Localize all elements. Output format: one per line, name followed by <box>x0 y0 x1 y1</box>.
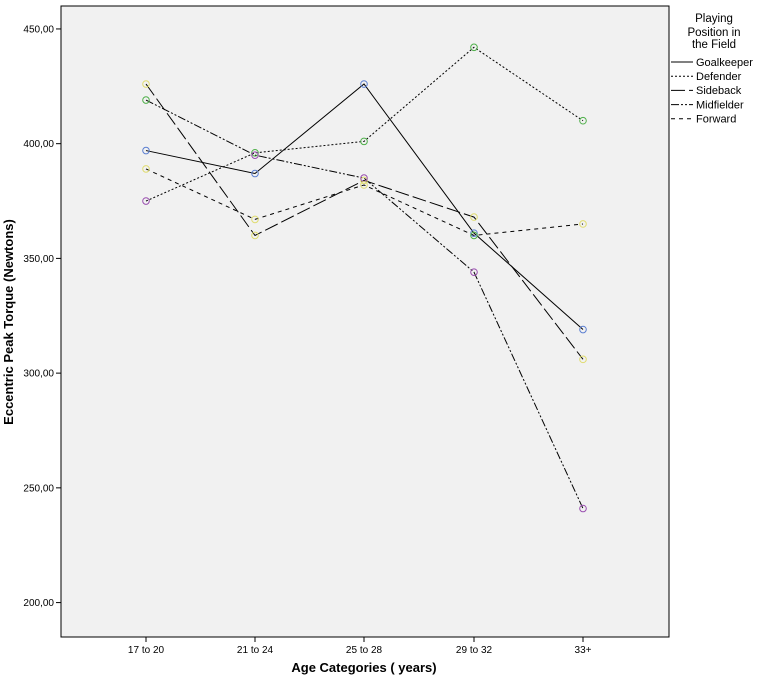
legend-item-label: Forward <box>696 114 736 126</box>
data-point <box>470 213 478 221</box>
data-point <box>579 220 587 228</box>
y-tick-label: 400,00 <box>23 139 54 150</box>
data-point <box>142 96 150 104</box>
series-layer <box>142 43 587 513</box>
data-point <box>579 325 587 334</box>
legend-item-label: Defender <box>696 71 742 83</box>
x-tick-label: 29 to 32 <box>456 645 493 656</box>
y-axis-title: Eccentric Peak Torque (Newtons) <box>1 219 16 425</box>
data-point <box>470 268 478 276</box>
data-point <box>579 116 587 125</box>
data-point <box>142 197 150 205</box>
data-point <box>470 229 478 237</box>
legend: Playing Position in the Field Goalkeeper… <box>671 13 753 126</box>
legend-item-label: Midfielder <box>696 99 744 111</box>
data-point <box>251 169 259 178</box>
y-axis-ticks: 200,00 250,00 300,00 350,00 400,00 450,00 <box>23 24 61 609</box>
plot-area <box>60 5 670 638</box>
data-point <box>251 231 259 240</box>
legend-title-line: Position in <box>687 27 740 39</box>
data-point <box>251 149 259 157</box>
data-point <box>142 80 150 88</box>
x-axis-title: Age Categories ( years) <box>291 660 436 675</box>
y-tick-label: 450,00 <box>23 24 54 35</box>
x-tick-label: 33+ <box>575 645 592 656</box>
x-tick-label: 21 to 24 <box>237 645 274 656</box>
data-point <box>470 43 478 52</box>
data-point <box>360 181 368 189</box>
y-tick-label: 350,00 <box>23 254 54 265</box>
data-point <box>579 355 587 364</box>
series-line <box>145 83 584 330</box>
data-point <box>142 165 150 173</box>
data-point <box>360 176 368 185</box>
x-axis-ticks: 17 to 20 21 to 24 25 to 28 29 to 32 33+ <box>128 637 592 656</box>
data-point <box>470 231 478 240</box>
data-point <box>360 80 368 88</box>
data-point <box>579 504 587 513</box>
data-point <box>251 151 259 159</box>
data-point <box>360 137 368 146</box>
legend-title-line: the Field <box>692 39 736 51</box>
x-tick-label: 25 to 28 <box>346 645 383 656</box>
y-tick-label: 250,00 <box>23 483 54 494</box>
data-point <box>142 146 150 155</box>
data-point <box>251 215 259 224</box>
series-line <box>145 83 584 360</box>
x-tick-label: 17 to 20 <box>128 645 165 656</box>
legend-title-line: Playing <box>695 13 733 25</box>
legend-item-label: Goalkeeper <box>696 57 753 69</box>
legend-item-label: Sideback <box>696 85 742 97</box>
series-line <box>145 99 584 509</box>
y-tick-label: 300,00 <box>23 369 54 380</box>
y-tick-label: 200,00 <box>23 598 54 609</box>
series-line <box>145 168 584 236</box>
series-line <box>145 46 584 202</box>
